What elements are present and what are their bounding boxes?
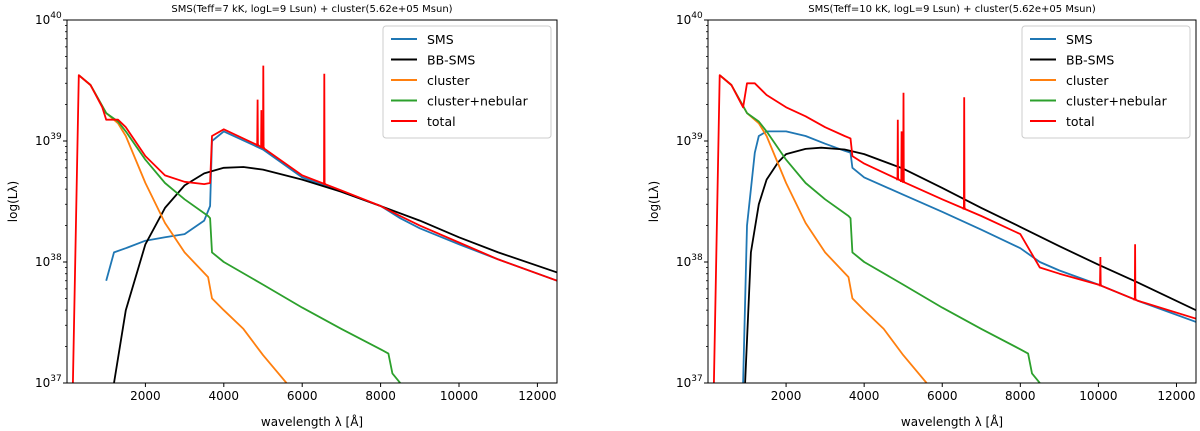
emission-line-spike [322, 73, 326, 185]
x-tick-label: 12000 [518, 389, 556, 403]
y-axis-label: log(Lλ) [6, 181, 20, 222]
legend [382, 25, 552, 139]
emission-line-spike [1098, 256, 1102, 287]
series-line-cluster [78, 74, 288, 383]
x-axis-label: wavelength λ [Å] [901, 414, 1003, 429]
y-tick-label: 1040 [35, 11, 62, 27]
legend-label: total [427, 114, 456, 129]
y-tick-label: 1038 [35, 253, 62, 269]
series-line-bb-sms [113, 166, 557, 383]
y-tick-label: 1038 [676, 253, 703, 269]
y-tick-label: 1039 [35, 132, 62, 148]
chart-title: SMS(Teff=7 kK, logL=9 Lsun) + cluster(5.… [171, 4, 452, 15]
series-line-cluster-nebular [78, 74, 401, 383]
x-tick-label: 2000 [130, 389, 161, 403]
legend-label: cluster+nebular [1066, 94, 1168, 109]
x-axis-label: wavelength λ [Å] [261, 414, 363, 429]
x-tick-label: 2000 [771, 389, 802, 403]
series-line-sms [105, 130, 557, 282]
y-axis-label: log(Lλ) [647, 181, 661, 222]
emission-line-spike [896, 119, 900, 181]
plot-area [72, 65, 557, 383]
legend [1021, 25, 1191, 139]
series-line-total [72, 74, 557, 383]
axes-frame [66, 19, 558, 384]
emission-line-spike [962, 97, 966, 210]
legend-label: BB-SMS [427, 53, 475, 68]
series-line-cluster-nebular [719, 74, 1041, 383]
x-tick-label: 6000 [927, 389, 958, 403]
legend-label: BB-SMS [1066, 53, 1114, 68]
emission-line-spike [901, 92, 905, 183]
series-line-cluster [719, 74, 928, 383]
x-tick-label: 6000 [287, 389, 318, 403]
y-tick-label: 1037 [676, 374, 703, 390]
x-tick-label: 4000 [849, 389, 880, 403]
legend-label: cluster [1066, 73, 1109, 88]
chart-1: SMS(Teff=7 kK, logL=9 Lsun) + cluster(5.… [6, 4, 558, 429]
series-line-total [713, 74, 1196, 383]
emission-line-spike [1133, 244, 1137, 301]
legend-label: total [1066, 114, 1095, 129]
y-tick-label: 1040 [676, 11, 703, 27]
legend-label: cluster+nebular [427, 94, 529, 109]
chart-2: SMS(Teff=10 kK, logL=9 Lsun) + cluster(5… [647, 4, 1197, 429]
chart-title: SMS(Teff=10 kK, logL=9 Lsun) + cluster(5… [808, 4, 1096, 15]
legend-label: SMS [427, 32, 454, 47]
legend-label: SMS [1066, 32, 1093, 47]
x-tick-label: 8000 [1005, 389, 1036, 403]
emission-line-spike [256, 99, 260, 147]
y-tick-label: 1037 [35, 374, 62, 390]
x-tick-label: 8000 [365, 389, 396, 403]
x-tick-label: 4000 [209, 389, 240, 403]
emission-line-spike [261, 65, 265, 149]
x-tick-label: 10000 [1079, 389, 1117, 403]
legend-label: cluster [427, 73, 470, 88]
series-line-bb-sms [744, 146, 1196, 383]
y-tick-label: 1039 [676, 132, 703, 148]
series-line-sms [742, 130, 1196, 383]
x-tick-label: 12000 [1157, 389, 1195, 403]
axes-frame [707, 19, 1197, 384]
x-tick-label: 10000 [440, 389, 478, 403]
plot-area [713, 74, 1196, 383]
